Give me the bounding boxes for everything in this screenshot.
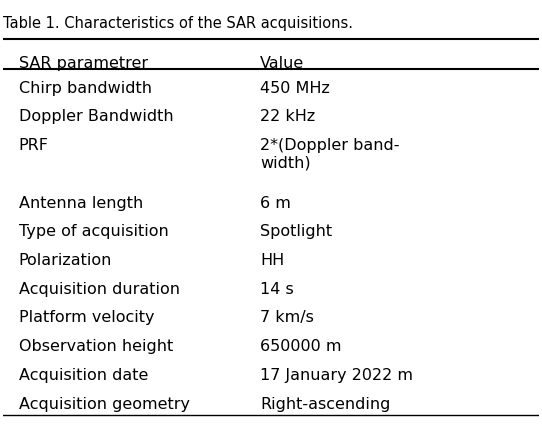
Text: 450 MHz: 450 MHz — [260, 81, 330, 96]
Text: 650000 m: 650000 m — [260, 339, 342, 354]
Text: Acquisition geometry: Acquisition geometry — [19, 397, 190, 411]
Text: 17 January 2022 m: 17 January 2022 m — [260, 368, 413, 383]
Text: SAR parametrer: SAR parametrer — [19, 56, 148, 71]
Text: 22 kHz: 22 kHz — [260, 109, 315, 125]
Text: Antenna length: Antenna length — [19, 196, 143, 210]
Text: Acquisition duration: Acquisition duration — [19, 282, 180, 297]
Text: HH: HH — [260, 253, 285, 268]
Text: Platform velocity: Platform velocity — [19, 310, 154, 326]
Text: Chirp bandwidth: Chirp bandwidth — [19, 81, 152, 96]
Text: Type of acquisition: Type of acquisition — [19, 224, 169, 239]
Text: Acquisition date: Acquisition date — [19, 368, 149, 383]
Text: Polarization: Polarization — [19, 253, 112, 268]
Text: PRF: PRF — [19, 138, 49, 153]
Text: 2*(Doppler band-
width): 2*(Doppler band- width) — [260, 138, 400, 171]
Text: 14 s: 14 s — [260, 282, 294, 297]
Text: Spotlight: Spotlight — [260, 224, 332, 239]
Text: 7 km/s: 7 km/s — [260, 310, 314, 326]
Text: 6 m: 6 m — [260, 196, 291, 210]
Text: Doppler Bandwidth: Doppler Bandwidth — [19, 109, 173, 125]
Text: Value: Value — [260, 56, 305, 71]
Text: Table 1. Characteristics of the SAR acquisitions.: Table 1. Characteristics of the SAR acqu… — [3, 16, 353, 31]
Text: Right-ascending: Right-ascending — [260, 397, 391, 411]
Text: Observation height: Observation height — [19, 339, 173, 354]
